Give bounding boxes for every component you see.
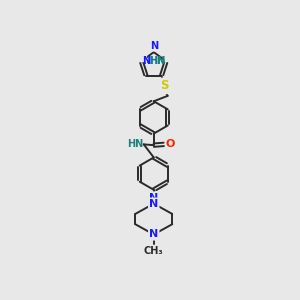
Text: S: S <box>160 80 169 92</box>
Text: N: N <box>142 56 150 66</box>
Text: N: N <box>149 199 158 209</box>
Text: N: N <box>150 40 158 51</box>
Text: N: N <box>149 230 158 239</box>
Text: N: N <box>149 193 158 202</box>
Text: HN: HN <box>149 56 165 66</box>
Text: N: N <box>138 51 146 61</box>
Text: HN: HN <box>127 140 143 149</box>
Text: HN: HN <box>149 56 165 66</box>
Text: CH₃: CH₃ <box>144 246 164 256</box>
Text: S: S <box>160 80 169 92</box>
Text: HN: HN <box>165 51 182 61</box>
Text: O: O <box>165 140 175 149</box>
Text: N: N <box>150 40 158 51</box>
Text: N: N <box>150 40 158 51</box>
Text: N: N <box>142 56 150 66</box>
